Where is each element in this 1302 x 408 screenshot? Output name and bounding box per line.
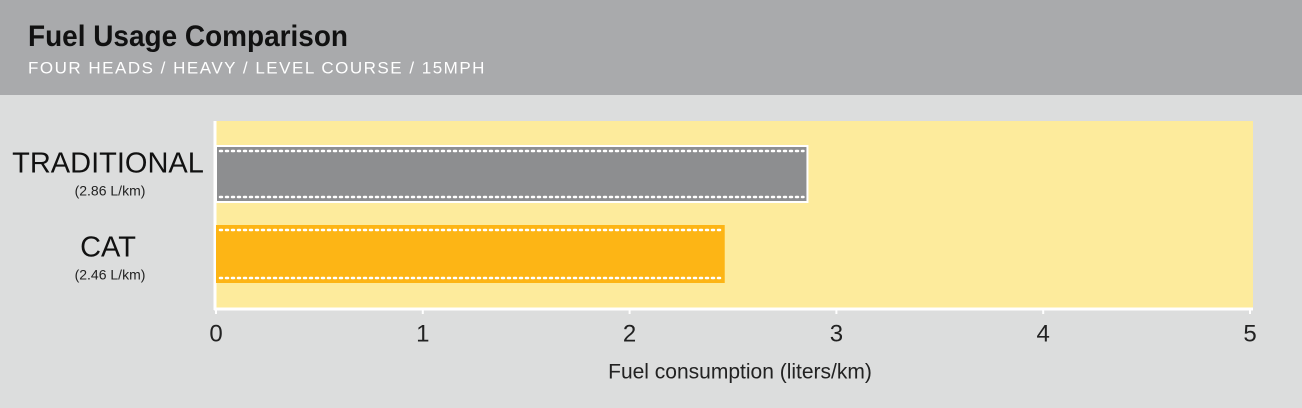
header-band — [0, 0, 1302, 95]
bar — [216, 225, 725, 283]
x-tick-label: 3 — [830, 320, 843, 347]
value-label: (2.46 L/km) — [75, 267, 146, 283]
category-label: CAT — [80, 232, 136, 264]
x-axis-label: Fuel consumption (liters/km) — [608, 361, 872, 384]
x-tick-label: 0 — [209, 320, 222, 347]
chart-subtitle: FOUR HEADS / HEAVY / LEVEL COURSE / 15MP… — [28, 58, 486, 77]
x-tick-label: 1 — [416, 320, 429, 347]
x-tick-label: 2 — [623, 320, 636, 347]
x-tick-label: 5 — [1243, 320, 1256, 347]
value-label: (2.86 L/km) — [75, 183, 146, 199]
category-label: TRADITIONAL — [12, 148, 204, 180]
bar — [215, 145, 809, 203]
x-tick-label: 4 — [1037, 320, 1050, 347]
chart-title: Fuel Usage Comparison — [28, 20, 348, 53]
